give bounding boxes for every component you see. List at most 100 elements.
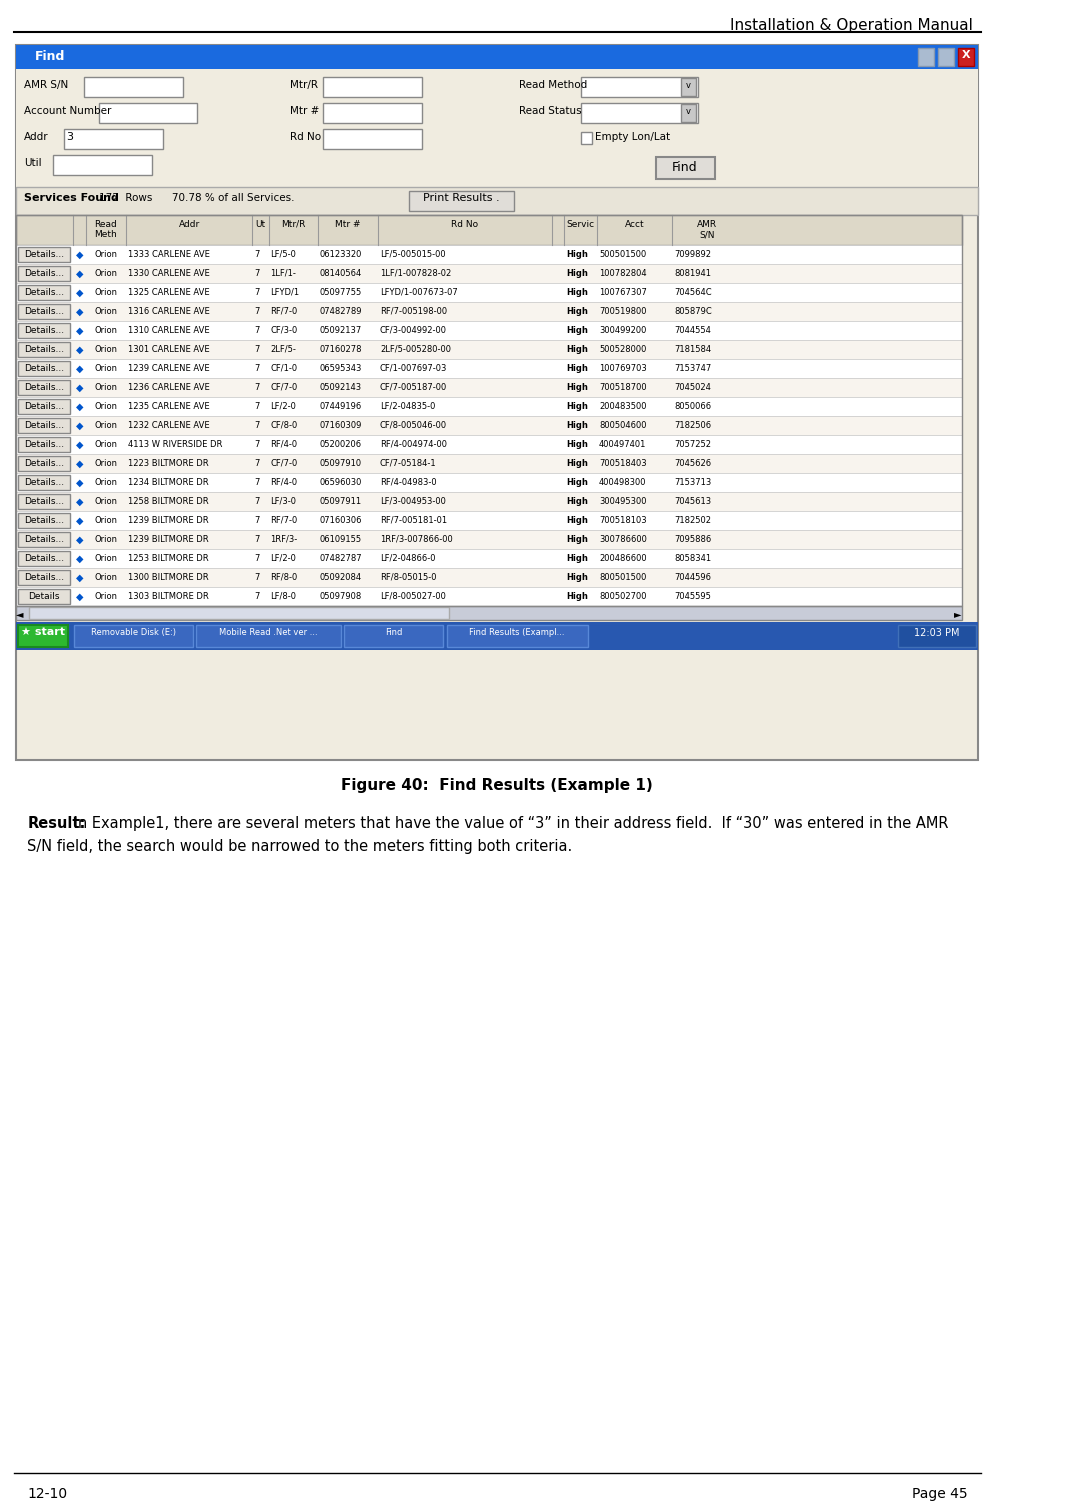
- Text: RF/7-005181-01: RF/7-005181-01: [380, 516, 448, 525]
- Bar: [19, 474, 71, 489]
- Bar: [16, 283, 962, 303]
- Bar: [16, 567, 962, 587]
- Bar: [16, 397, 962, 415]
- Text: Read Status: Read Status: [518, 105, 582, 116]
- Text: Services Found: Services Found: [24, 193, 119, 203]
- Text: Details...: Details...: [24, 402, 64, 411]
- Text: ◆: ◆: [76, 287, 83, 298]
- Text: 800504600: 800504600: [599, 421, 647, 430]
- Bar: [16, 549, 962, 567]
- Bar: [196, 625, 341, 647]
- Text: Details...: Details...: [24, 459, 64, 468]
- Text: LF/2-04835-0: LF/2-04835-0: [380, 402, 436, 411]
- Text: Orion: Orion: [95, 345, 118, 354]
- Text: 07160309: 07160309: [320, 421, 362, 430]
- Bar: [580, 102, 698, 123]
- Text: LF/5-005015-00: LF/5-005015-00: [380, 250, 445, 259]
- Text: 700518700: 700518700: [599, 382, 647, 391]
- Text: 500501500: 500501500: [599, 250, 647, 259]
- Text: Details...: Details...: [24, 516, 64, 525]
- Text: 7: 7: [254, 459, 259, 468]
- Text: Orion: Orion: [95, 439, 118, 448]
- Text: 7: 7: [254, 325, 259, 334]
- Text: Account Number: Account Number: [24, 105, 111, 116]
- Text: 7: 7: [254, 287, 259, 296]
- Bar: [918, 48, 934, 66]
- Text: 7045613: 7045613: [674, 497, 711, 506]
- Text: 7044596: 7044596: [674, 573, 711, 581]
- Text: 100782804: 100782804: [599, 269, 647, 278]
- Text: 7: 7: [254, 497, 259, 506]
- Text: Util: Util: [24, 158, 41, 169]
- Text: RF/4-004974-00: RF/4-004974-00: [380, 439, 446, 448]
- Text: Details...: Details...: [24, 421, 64, 430]
- Text: 7045024: 7045024: [674, 382, 711, 391]
- Text: Result:: Result:: [27, 816, 86, 831]
- Bar: [16, 587, 962, 605]
- Text: 500528000: 500528000: [599, 345, 647, 354]
- Text: 05097908: 05097908: [320, 591, 362, 600]
- Bar: [84, 77, 183, 96]
- Text: Details...: Details...: [24, 554, 64, 563]
- Bar: [580, 132, 591, 144]
- Text: RF/4-0: RF/4-0: [270, 439, 297, 448]
- Text: Details...: Details...: [24, 477, 64, 486]
- Text: 1LF/1-: 1LF/1-: [270, 269, 296, 278]
- Bar: [938, 48, 954, 66]
- Text: ◆: ◆: [76, 591, 83, 602]
- Text: 300786600: 300786600: [599, 534, 647, 543]
- Text: CF/7-05184-1: CF/7-05184-1: [380, 459, 437, 468]
- Text: CF/1-007697-03: CF/1-007697-03: [380, 364, 448, 373]
- Bar: [446, 625, 588, 647]
- Text: CF/7-0: CF/7-0: [270, 459, 297, 468]
- Text: 1310 CARLENE AVE: 1310 CARLENE AVE: [127, 325, 209, 334]
- Text: ◆: ◆: [76, 421, 83, 430]
- Text: 7057252: 7057252: [674, 439, 711, 448]
- Text: AMR S/N: AMR S/N: [24, 80, 68, 90]
- Text: 7: 7: [254, 573, 259, 581]
- Text: LFYD/1: LFYD/1: [270, 287, 299, 296]
- Text: 1300 BILTMORE DR: 1300 BILTMORE DR: [127, 573, 208, 581]
- Text: 7: 7: [254, 402, 259, 411]
- Text: 1330 CARLENE AVE: 1330 CARLENE AVE: [127, 269, 209, 278]
- Text: 7: 7: [254, 534, 259, 543]
- Bar: [64, 129, 162, 149]
- Text: Details...: Details...: [24, 269, 64, 278]
- Text: High: High: [566, 421, 588, 430]
- Text: Mtr #: Mtr #: [291, 105, 320, 116]
- Text: 1301 CARLENE AVE: 1301 CARLENE AVE: [127, 345, 209, 354]
- Bar: [16, 45, 978, 760]
- Text: RF/7-0: RF/7-0: [270, 516, 297, 525]
- Text: 07160278: 07160278: [320, 345, 363, 354]
- Text: Read Method: Read Method: [518, 80, 587, 90]
- Text: CF/1-0: CF/1-0: [270, 364, 297, 373]
- Text: 7044554: 7044554: [674, 325, 711, 334]
- Bar: [19, 361, 71, 376]
- Bar: [19, 513, 71, 528]
- Text: 1239 BILTMORE DR: 1239 BILTMORE DR: [127, 534, 208, 543]
- Text: ◆: ◆: [76, 250, 83, 260]
- Text: ◆: ◆: [76, 402, 83, 412]
- Bar: [19, 266, 71, 281]
- Text: 7: 7: [254, 269, 259, 278]
- Text: RF/4-04983-0: RF/4-04983-0: [380, 477, 437, 486]
- Text: Details...: Details...: [24, 287, 64, 296]
- Text: Orion: Orion: [95, 516, 118, 525]
- Text: High: High: [566, 573, 588, 581]
- Bar: [409, 191, 514, 211]
- Text: Page 45: Page 45: [911, 1487, 967, 1500]
- Text: Orion: Orion: [95, 402, 118, 411]
- Text: ◆: ◆: [76, 573, 83, 582]
- Text: 8050066: 8050066: [674, 402, 711, 411]
- Text: LF/8-0: LF/8-0: [270, 591, 296, 600]
- Text: ◆: ◆: [76, 307, 83, 318]
- Text: 100767307: 100767307: [599, 287, 647, 296]
- Text: High: High: [566, 402, 588, 411]
- Bar: [897, 625, 977, 647]
- Text: 8058341: 8058341: [674, 554, 711, 563]
- Text: RF/7-005198-00: RF/7-005198-00: [380, 307, 448, 316]
- Text: Details: Details: [28, 591, 60, 600]
- Text: 07482789: 07482789: [320, 307, 363, 316]
- Text: 2LF/5-005280-00: 2LF/5-005280-00: [380, 345, 451, 354]
- Bar: [53, 155, 151, 175]
